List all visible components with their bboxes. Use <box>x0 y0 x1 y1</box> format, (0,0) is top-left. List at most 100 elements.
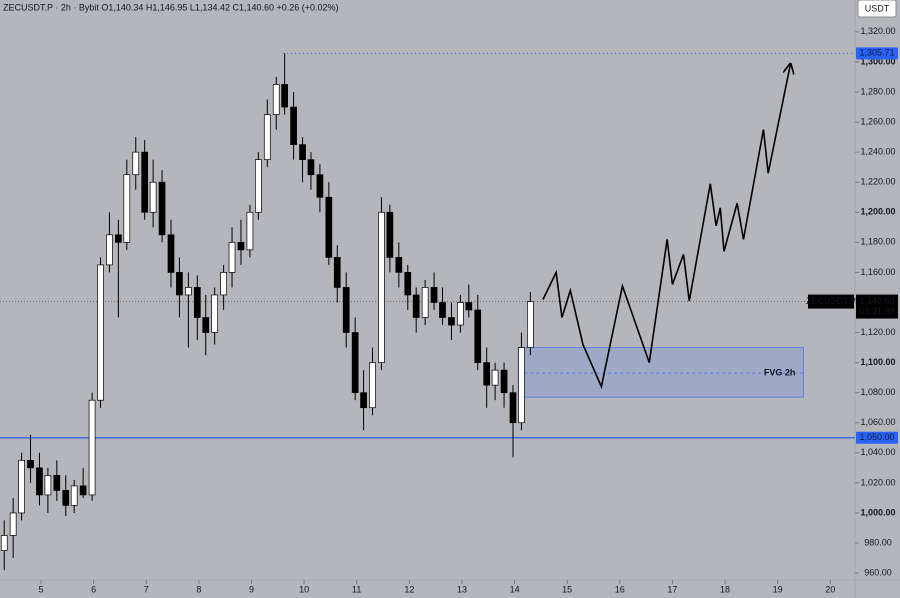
candle-body <box>307 159 315 176</box>
x-tick-label: 5 <box>39 584 44 594</box>
candle-body <box>228 241 236 273</box>
y-tick-label: 1,120.00 <box>860 327 895 337</box>
x-tick-label: 14 <box>510 584 520 594</box>
candle-body <box>386 211 394 258</box>
candle-body <box>351 332 359 394</box>
candle-body <box>457 302 464 326</box>
candle-body <box>527 301 534 348</box>
candle-body <box>132 151 140 176</box>
candle-body <box>97 264 104 401</box>
y-tick-label: 1,100.00 <box>860 357 895 367</box>
x-tick-label: 19 <box>773 584 783 594</box>
candle-body <box>115 234 122 243</box>
fvg-zone <box>517 347 804 398</box>
x-tick-label: 13 <box>457 584 467 594</box>
candle-body <box>316 174 324 198</box>
candle-body <box>211 294 219 333</box>
fvg-label: FVG 2h <box>764 368 796 378</box>
projection-line <box>542 65 790 390</box>
candle-body <box>325 196 333 258</box>
y-tick-label: 1,060.00 <box>860 417 895 427</box>
candle-body <box>290 106 297 145</box>
x-tick-label: 8 <box>196 584 201 594</box>
x-tick-label: 20 <box>825 584 835 594</box>
candle-body <box>378 211 385 363</box>
y-tick-label: 1,240.00 <box>860 147 895 157</box>
last-price-label: 1,140.60 <box>859 296 894 306</box>
x-tick-label: 18 <box>720 584 730 594</box>
x-tick-label: 7 <box>144 584 149 594</box>
candle-body <box>439 302 446 318</box>
candle-body <box>430 287 438 303</box>
x-tick-label: 6 <box>91 584 96 594</box>
y-tick-label: 1,320.00 <box>860 26 895 36</box>
y-tick-label: 1,220.00 <box>860 177 895 187</box>
x-tick-label: 10 <box>299 584 309 594</box>
level-label-box <box>856 47 898 60</box>
candle-body <box>53 475 61 491</box>
last-price-box <box>856 294 898 319</box>
y-tick-label: 1,160.00 <box>860 267 895 277</box>
candle-body <box>412 294 420 318</box>
candle-body <box>158 181 166 236</box>
candle-body <box>404 272 412 296</box>
candle-body <box>369 362 376 409</box>
candle-body <box>0 535 8 551</box>
x-tick-label: 9 <box>249 584 254 594</box>
level-label: 1,305.71 <box>859 48 894 58</box>
chart-title: ZECUSDT.P · 2h · Bybit O1,140.34 H1,146.… <box>3 2 339 12</box>
candle-body <box>123 174 131 243</box>
y-tick-label: 1,080.00 <box>860 387 895 397</box>
y-tick-label: 1,260.00 <box>860 116 895 126</box>
candle-body <box>70 485 78 506</box>
candle-body <box>360 392 367 409</box>
y-tick-label: 980.00 <box>864 537 892 547</box>
y-tick-label: 1,040.00 <box>860 447 895 457</box>
candle-body <box>79 485 87 496</box>
symbol-box <box>808 294 854 309</box>
candle-body <box>474 309 482 363</box>
countdown-label: 01:31:39 <box>859 306 894 316</box>
x-tick-label: 17 <box>667 584 677 594</box>
candle-body <box>299 144 306 161</box>
y-tick-label: 960.00 <box>864 567 892 577</box>
candle-body <box>88 399 96 496</box>
candle-body <box>281 84 288 108</box>
candle-body <box>44 475 52 496</box>
x-tick-label: 12 <box>404 584 414 594</box>
y-tick-label: 1,180.00 <box>860 237 895 247</box>
symbol-label: ZECUSDT.P <box>806 296 856 306</box>
candle-body <box>167 234 175 273</box>
candle-body <box>36 467 43 496</box>
candle-body <box>342 287 350 333</box>
candle-body <box>448 317 455 326</box>
candle-body <box>500 369 508 394</box>
candle-body <box>185 287 192 296</box>
y-tick-label: 1,000.00 <box>860 507 895 517</box>
y-tick-label: 1,020.00 <box>860 477 895 487</box>
x-tick-label: 15 <box>562 584 572 594</box>
level-label-box <box>856 431 898 444</box>
candle-body <box>333 257 341 288</box>
candle-body <box>237 241 245 251</box>
y-tick-label: 1,200.00 <box>860 207 895 217</box>
candle-body <box>465 302 473 311</box>
candle-body <box>202 317 210 333</box>
candle-body <box>483 362 491 386</box>
x-tick-label: 11 <box>352 584 361 594</box>
candle-body <box>176 272 183 296</box>
y-tick-label: 1,300.00 <box>860 56 895 66</box>
candle-body <box>149 181 157 213</box>
candle-body <box>395 257 403 273</box>
candle-body <box>141 151 149 213</box>
candle-body <box>421 287 429 318</box>
candle-body <box>246 211 254 251</box>
unit-label: USDT <box>865 3 890 13</box>
candle-body <box>62 490 70 506</box>
candle-body <box>9 512 17 536</box>
candle-body <box>272 84 280 115</box>
candle-body <box>106 234 113 266</box>
